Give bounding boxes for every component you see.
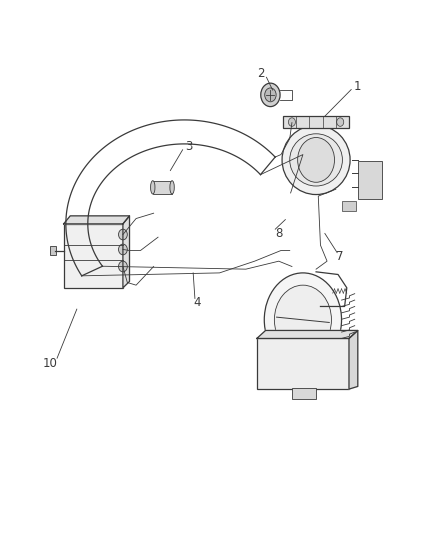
Text: 4: 4 (193, 296, 201, 309)
Text: 7: 7 (336, 251, 343, 263)
Bar (64, 224, 123, 288)
Circle shape (264, 273, 341, 367)
Circle shape (288, 118, 295, 126)
Circle shape (264, 88, 276, 102)
Bar (50, 246, 56, 255)
Bar (283, 116, 348, 128)
Circle shape (274, 285, 331, 354)
Circle shape (336, 118, 343, 126)
Bar (342, 201, 355, 211)
Circle shape (297, 138, 334, 182)
Text: 2: 2 (257, 67, 265, 80)
Circle shape (118, 261, 127, 272)
Text: 10: 10 (43, 357, 58, 370)
Polygon shape (123, 216, 129, 288)
Polygon shape (64, 216, 129, 224)
Polygon shape (256, 330, 357, 338)
Bar (357, 161, 381, 199)
Ellipse shape (170, 181, 174, 194)
Ellipse shape (281, 125, 349, 195)
Bar (152, 181, 172, 194)
Ellipse shape (150, 181, 155, 194)
Bar (291, 388, 315, 399)
Circle shape (118, 229, 127, 240)
Text: 1: 1 (353, 80, 361, 93)
Bar (256, 338, 348, 389)
Circle shape (118, 244, 127, 255)
Text: 8: 8 (275, 227, 282, 240)
Ellipse shape (289, 134, 342, 186)
Circle shape (260, 83, 279, 107)
Text: 3: 3 (185, 140, 192, 152)
Polygon shape (348, 330, 357, 389)
